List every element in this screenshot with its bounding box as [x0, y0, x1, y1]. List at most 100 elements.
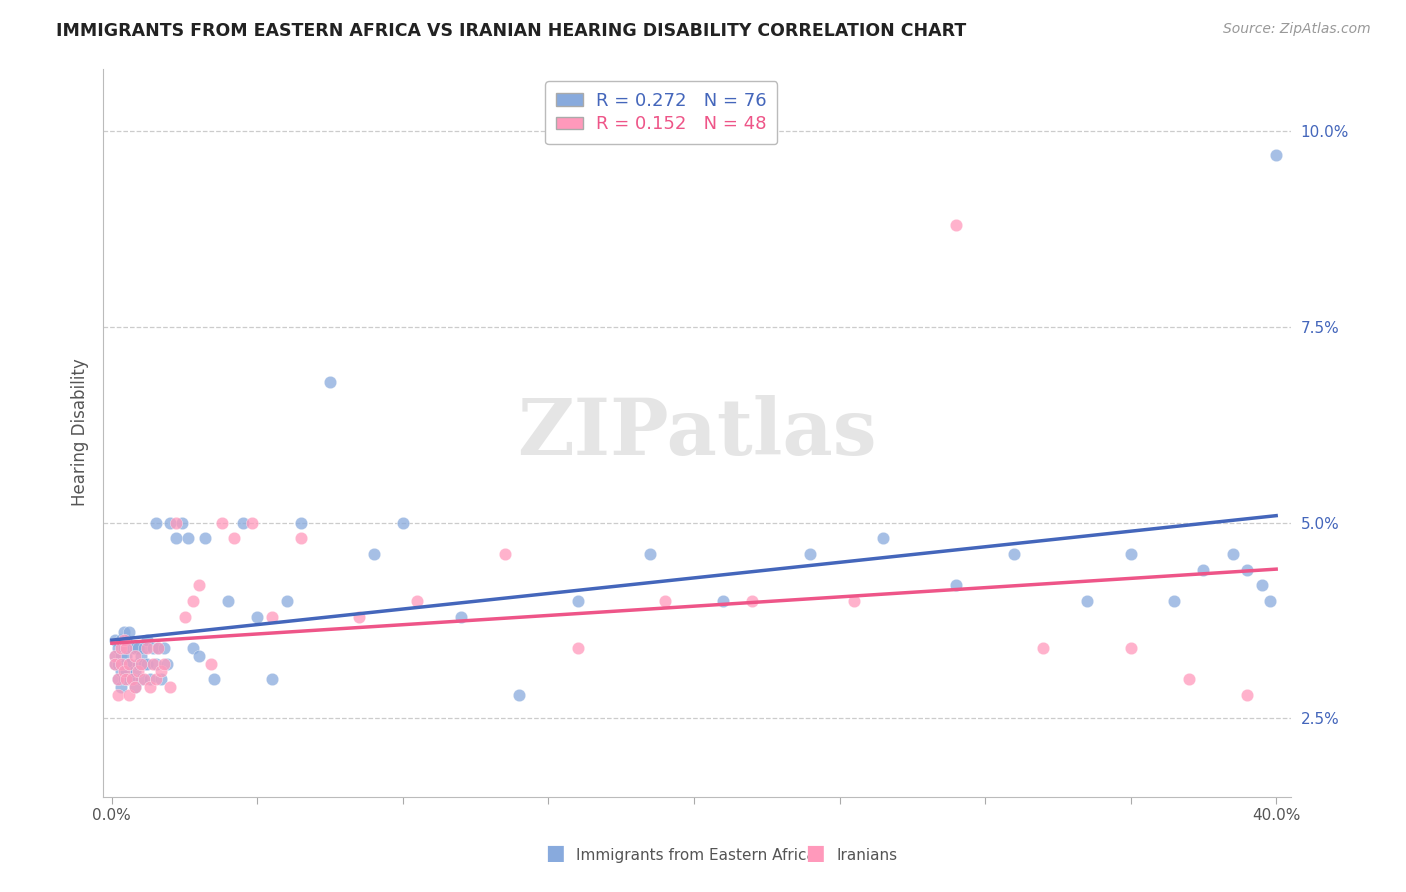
Point — [118, 657, 141, 671]
Text: Source: ZipAtlas.com: Source: ZipAtlas.com — [1223, 22, 1371, 37]
Point — [188, 578, 211, 592]
Point — [711, 594, 734, 608]
Point — [290, 516, 312, 530]
Point — [104, 657, 127, 671]
Point — [363, 547, 385, 561]
Point — [260, 609, 283, 624]
Point — [290, 531, 312, 545]
Point — [741, 594, 763, 608]
Point — [107, 672, 129, 686]
Point — [148, 640, 170, 655]
Point — [165, 516, 187, 530]
Point — [138, 680, 160, 694]
Point — [183, 640, 205, 655]
Legend: R = 0.272   N = 76, R = 0.152   N = 48: R = 0.272 N = 76, R = 0.152 N = 48 — [546, 81, 778, 145]
Point — [392, 516, 415, 530]
Point — [118, 688, 141, 702]
Point — [115, 657, 138, 671]
Point — [159, 516, 181, 530]
Point — [118, 625, 141, 640]
Point — [112, 665, 135, 679]
Point — [104, 657, 127, 671]
Point — [127, 657, 149, 671]
Point — [104, 633, 127, 648]
Text: ■: ■ — [806, 844, 825, 863]
Point — [1119, 547, 1142, 561]
Point — [799, 547, 821, 561]
Point — [1260, 594, 1282, 608]
Point — [1265, 147, 1288, 161]
Point — [104, 648, 127, 663]
Point — [246, 609, 269, 624]
Point — [115, 672, 138, 686]
Point — [115, 665, 138, 679]
Point — [110, 648, 132, 663]
Point — [121, 672, 143, 686]
Point — [107, 688, 129, 702]
Point — [112, 640, 135, 655]
Point — [211, 516, 233, 530]
Point — [129, 648, 152, 663]
Point — [173, 609, 195, 624]
Point — [112, 633, 135, 648]
Point — [150, 665, 173, 679]
Point — [450, 609, 472, 624]
Point — [567, 594, 589, 608]
Point — [170, 516, 193, 530]
Point — [156, 657, 179, 671]
Point — [1178, 672, 1201, 686]
Point — [107, 657, 129, 671]
Point — [112, 625, 135, 640]
Point — [842, 594, 865, 608]
Point — [138, 672, 160, 686]
Point — [135, 633, 157, 648]
Point — [1076, 594, 1098, 608]
Point — [1032, 640, 1054, 655]
Point — [1236, 688, 1258, 702]
Point — [1002, 547, 1025, 561]
Point — [200, 657, 222, 671]
Point — [276, 594, 298, 608]
Point — [115, 633, 138, 648]
Point — [508, 688, 530, 702]
Point — [115, 648, 138, 663]
Point — [406, 594, 429, 608]
Point — [110, 665, 132, 679]
Point — [110, 680, 132, 694]
Point — [124, 640, 146, 655]
Point — [217, 594, 239, 608]
Point — [654, 594, 676, 608]
Point — [127, 640, 149, 655]
Point — [132, 672, 155, 686]
Point — [159, 680, 181, 694]
Point — [135, 640, 157, 655]
Text: IMMIGRANTS FROM EASTERN AFRICA VS IRANIAN HEARING DISABILITY CORRELATION CHART: IMMIGRANTS FROM EASTERN AFRICA VS IRANIA… — [56, 22, 966, 40]
Point — [142, 657, 165, 671]
Point — [110, 657, 132, 671]
Point — [567, 640, 589, 655]
Point — [135, 657, 157, 671]
Point — [148, 640, 170, 655]
Point — [129, 672, 152, 686]
Point — [124, 680, 146, 694]
Point — [110, 633, 132, 648]
Point — [872, 531, 894, 545]
Point — [1163, 594, 1185, 608]
Point — [124, 665, 146, 679]
Point — [1250, 578, 1272, 592]
Point — [640, 547, 662, 561]
Point — [142, 640, 165, 655]
Text: ■: ■ — [546, 844, 565, 863]
Point — [121, 640, 143, 655]
Point — [349, 609, 371, 624]
Point — [232, 516, 254, 530]
Point — [176, 531, 198, 545]
Point — [202, 672, 225, 686]
Text: Iranians: Iranians — [837, 848, 897, 863]
Y-axis label: Hearing Disability: Hearing Disability — [72, 359, 89, 507]
Point — [118, 672, 141, 686]
Point — [494, 547, 516, 561]
Point — [145, 657, 167, 671]
Point — [107, 640, 129, 655]
Point — [127, 665, 149, 679]
